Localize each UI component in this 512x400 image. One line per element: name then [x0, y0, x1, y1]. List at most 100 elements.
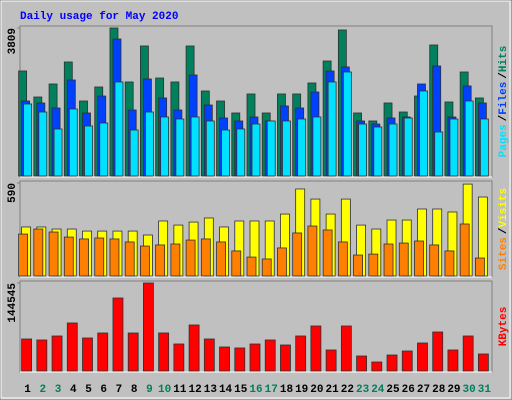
bar [21, 338, 33, 372]
bar [479, 118, 489, 177]
bar [327, 81, 337, 177]
bar [114, 81, 124, 177]
bar [124, 241, 135, 277]
bar [251, 123, 261, 177]
x-tick-label: 22 [341, 384, 354, 396]
bar [63, 236, 74, 277]
bar [94, 237, 105, 277]
x-tick-label: 11 [173, 384, 187, 396]
x-tick-label: 31 [478, 384, 492, 396]
bar [221, 129, 230, 177]
x-tick-label: 14 [219, 384, 233, 396]
bar [236, 128, 246, 177]
bar [368, 253, 379, 277]
bar [173, 343, 185, 372]
legend: Pages/Files/Hits [498, 46, 510, 158]
bar [417, 342, 428, 372]
x-tick-label: 24 [371, 384, 385, 396]
y-tick-label: 590 [7, 183, 19, 203]
bar [434, 131, 444, 177]
bar [185, 239, 196, 277]
bar [342, 71, 352, 177]
bar [356, 355, 367, 372]
bar [33, 228, 44, 277]
legend-entry: Files [498, 82, 510, 115]
x-tick-label: 20 [310, 384, 323, 396]
legend-entry: Hits [498, 46, 510, 72]
bar [160, 116, 170, 177]
bar [447, 349, 459, 372]
bar [234, 347, 246, 372]
x-tick-label: 25 [386, 384, 400, 396]
bar [449, 118, 459, 177]
bar [282, 120, 291, 177]
bar [310, 325, 322, 372]
bar [23, 103, 33, 177]
x-tick-label: 19 [295, 384, 308, 396]
bar [190, 116, 200, 177]
x-tick-label: 16 [249, 384, 262, 396]
bar [68, 108, 78, 177]
bar [188, 324, 200, 372]
legend-entry: KBytes [498, 307, 510, 347]
x-tick-label: 12 [188, 384, 201, 396]
x-tick-label: 6 [100, 384, 107, 396]
bar [203, 338, 215, 372]
bar [432, 331, 444, 372]
bar [444, 250, 455, 277]
legend-entry: Sites [498, 237, 510, 270]
bar [38, 111, 48, 177]
bar [264, 339, 276, 372]
bar [307, 225, 318, 277]
bar [51, 335, 63, 372]
x-tick-label: 10 [158, 384, 171, 396]
x-tick-label: 3 [55, 384, 62, 396]
bar [129, 129, 139, 177]
bar [97, 332, 109, 372]
bar [401, 350, 413, 372]
legend: KBytes [498, 307, 510, 347]
x-tick-label: 5 [85, 384, 92, 396]
x-tick-label: 17 [265, 384, 278, 396]
bar [216, 241, 226, 277]
legend-separator: / [498, 72, 510, 79]
bar [82, 337, 93, 372]
bar [205, 120, 215, 177]
bar [249, 343, 261, 372]
bar [112, 297, 124, 372]
legend: Sites /Visits [498, 188, 510, 270]
bar [295, 335, 307, 372]
bar [231, 250, 242, 277]
bar [353, 254, 363, 277]
bar [398, 242, 409, 277]
bar [358, 123, 367, 177]
bar [459, 223, 470, 277]
x-tick-label: 30 [463, 384, 476, 396]
bar [337, 241, 348, 277]
bar [79, 238, 89, 277]
x-tick-label: 15 [234, 384, 248, 396]
bar [325, 349, 337, 372]
x-tick-label: 29 [447, 384, 460, 396]
x-tick-label: 7 [116, 384, 123, 396]
bar [175, 118, 185, 177]
bar [462, 335, 474, 372]
bar [322, 229, 333, 277]
bar [53, 128, 63, 177]
bar [403, 117, 413, 177]
bar [297, 118, 307, 177]
bar [84, 125, 93, 177]
x-tick-label: 13 [204, 384, 218, 396]
bar [414, 240, 424, 277]
bar [373, 126, 383, 177]
bar [140, 245, 150, 277]
bar [246, 256, 257, 277]
bar [383, 243, 394, 277]
bar [266, 120, 276, 177]
x-tick-label: 18 [280, 384, 294, 396]
x-tick-label: 23 [356, 384, 370, 396]
bar [170, 243, 181, 277]
x-tick-label: 26 [402, 384, 415, 396]
bar [419, 90, 428, 177]
legend-entry: Pages [498, 124, 510, 157]
